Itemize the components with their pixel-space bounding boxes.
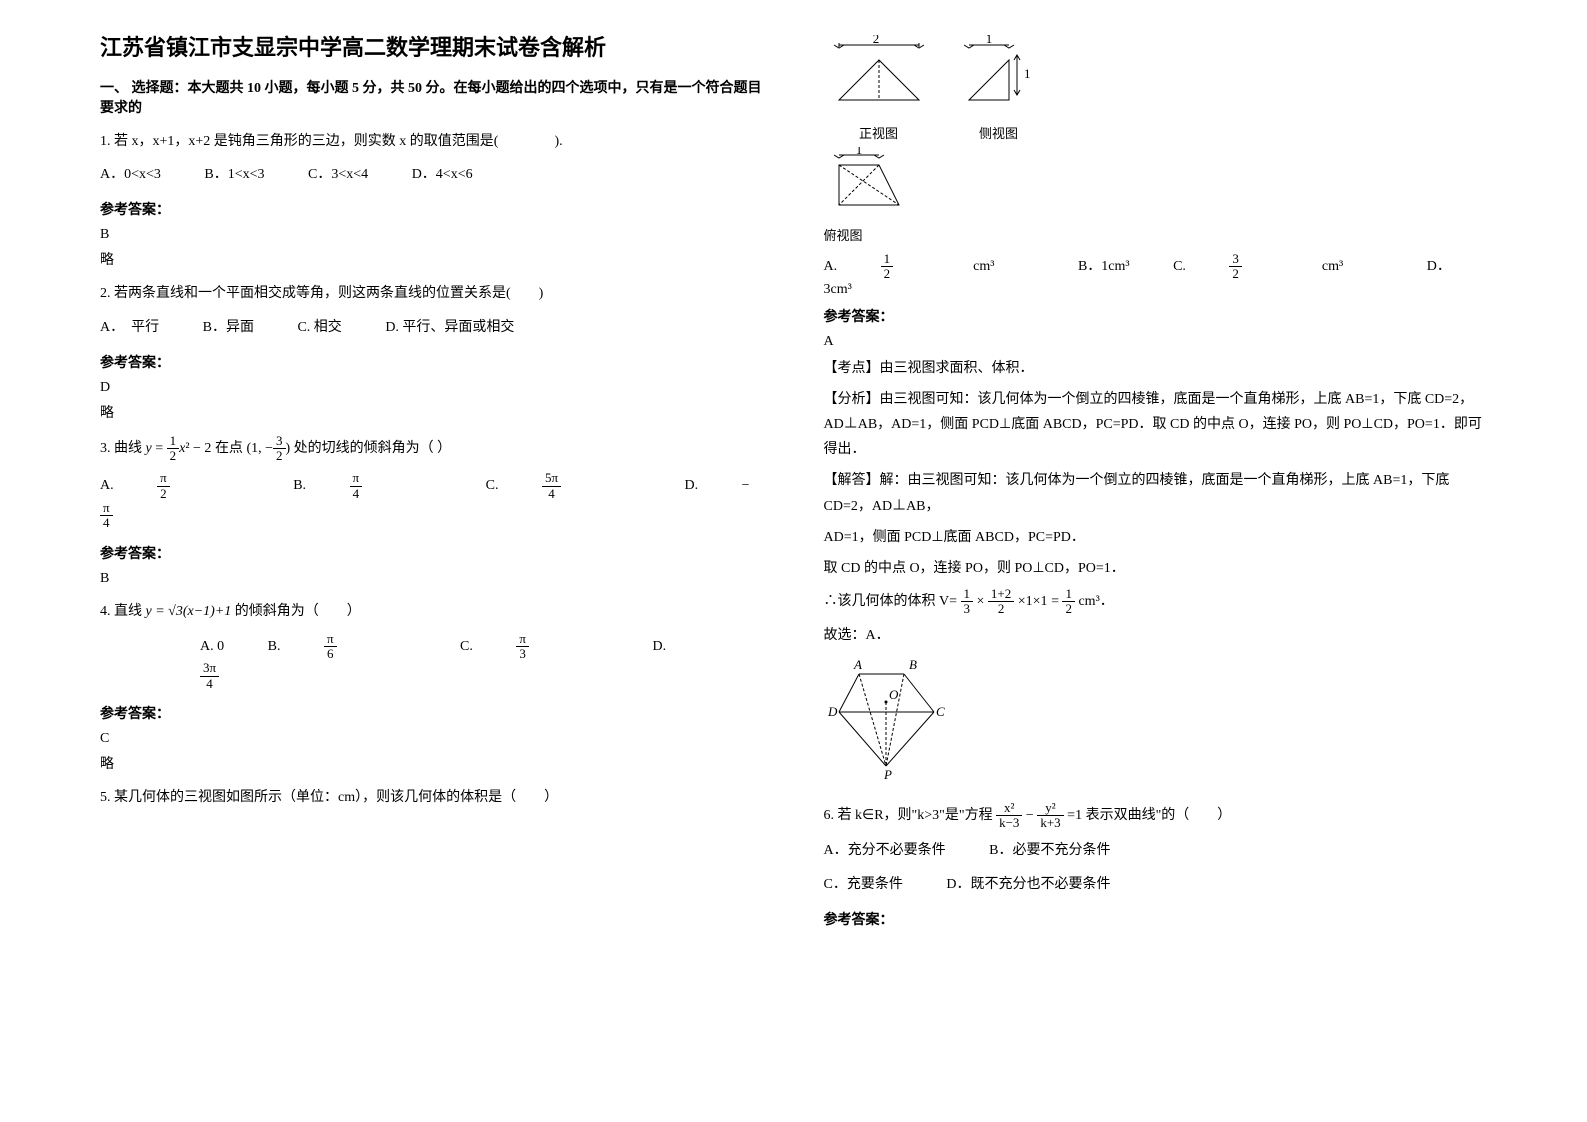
pyramid-diagram: A B C D O P [824, 654, 964, 784]
q4-optC: C. π3 [460, 639, 609, 654]
svg-text:O: O [889, 687, 899, 702]
q5-optC: C. 32cm³ [1173, 259, 1383, 274]
q2-optB: B．异面 [203, 320, 254, 335]
q6-options: A．充分不必要条件 B．必要不充分条件 [824, 838, 1488, 863]
ce-view-svg: 1 1 [954, 35, 1044, 115]
ce-label: 侧视图 [954, 123, 1044, 142]
q3-optA: A. π2 [100, 478, 250, 493]
question-3: 3. 曲线 y = 12x² − 2 在点 (1, −32) 处的切线的倾斜角为… [100, 434, 764, 531]
q5-jieda1: 【解答】解：由三视图可知：该几何体为一个倒立的四棱锥，底面是一个直角梯形，上底 … [824, 468, 1488, 518]
q3-formula-point: (1, −32) [246, 441, 290, 456]
q3-answer-label: 参考答案： [100, 543, 764, 563]
q5-jieda4: ∴该几何体的体积 V= 13 × 1+22 ×1×1 = 12 cm³． [824, 587, 1488, 617]
q2-answer-label: 参考答案： [100, 352, 764, 372]
svg-text:2: 2 [872, 35, 879, 46]
svg-text:1: 1 [1024, 66, 1031, 81]
q2-optA: A． 平行 [100, 320, 159, 335]
svg-text:C: C [936, 704, 945, 719]
q6-options2: C．充要条件 D．既不充分也不必要条件 [824, 872, 1488, 897]
q6-text-b: − [1026, 808, 1037, 823]
question-6: 6. 若 k∈R，则"k>3"是"方程 x²k−3 − y²k+3 =1 表示双… [824, 801, 1488, 897]
right-column: 2 正视图 1 1 侧视图 [824, 30, 1488, 937]
question-1: 1. 若 x，x+1，x+2 是钝角三角形的三边，则实数 x 的取值范围是( )… [100, 129, 764, 187]
fu-label: 俯视图 [824, 225, 1488, 244]
left-column: 江苏省镇江市支显宗中学高二数学理期末试卷含解析 一、 选择题：本大题共 10 小… [100, 30, 764, 937]
q2-answer: D [100, 380, 764, 396]
q4-answer: C [100, 731, 764, 747]
q4-optA: A. 0 [200, 639, 224, 654]
svg-text:1: 1 [855, 147, 862, 157]
q5-jieda5: 故选：A． [824, 623, 1488, 648]
q3-text-b: 在点 [215, 441, 243, 456]
fu-view-svg: 1 [824, 147, 914, 217]
q6-frac2: y²k+3 [1037, 801, 1063, 831]
zheng-view: 2 正视图 [824, 35, 934, 142]
q3-text-a: 3. 曲线 [100, 441, 142, 456]
q5-kaodian: 【考点】由三视图求面积、体积． [824, 356, 1488, 381]
zheng-view-svg: 2 [824, 35, 934, 115]
q3-optB: B. π4 [293, 478, 442, 493]
question-5-text: 5. 某几何体的三视图如图所示（单位：cm），则该几何体的体积是（ ） [100, 785, 764, 810]
q6-answer-label: 参考答案： [824, 909, 1488, 929]
q6-optA: A．充分不必要条件 [824, 843, 946, 858]
q4-text-a: 4. 直线 [100, 604, 142, 619]
q4-formula: y = √3(x−1)+1 [146, 604, 232, 619]
q1-answer: B [100, 227, 764, 243]
q4-answer-label: 参考答案： [100, 703, 764, 723]
q1-optC: C．3<x<4 [308, 167, 368, 182]
q1-text: 1. 若 x，x+1，x+2 是钝角三角形的三边，则实数 x 的取值范围是( )… [100, 129, 764, 154]
svg-text:P: P [883, 767, 892, 782]
q1-options: A．0<x<3 B．1<x<3 C．3<x<4 D．4<x<6 [100, 162, 764, 187]
svg-text:B: B [909, 657, 917, 672]
fu-view: 1 俯视图 [824, 147, 1488, 244]
q1-optA: A．0<x<3 [100, 167, 161, 182]
q3-answer: B [100, 571, 764, 587]
zheng-label: 正视图 [824, 123, 934, 142]
svg-text:1: 1 [985, 35, 992, 46]
q1-slight: 略 [100, 249, 764, 269]
q2-options: A． 平行 B．异面 C. 相交 D. 平行、异面或相交 [100, 315, 764, 340]
section-header: 一、 选择题：本大题共 10 小题，每小题 5 分，共 50 分。在每小题给出的… [100, 77, 764, 117]
q3-options: A. π2 B. π4 C. 5π4 D. −π4 [100, 471, 764, 530]
q2-optC: C. 相交 [297, 320, 341, 335]
q5-optB: B．1cm³ [1078, 259, 1130, 274]
q1-answer-label: 参考答案： [100, 199, 764, 219]
q2-text: 2. 若两条直线和一个平面相交成等角，则这两条直线的位置关系是( ) [100, 281, 764, 306]
svg-text:D: D [827, 704, 838, 719]
question-4: 4. 直线 y = √3(x−1)+1 的倾斜角为（ ） A. 0 B. π6 … [100, 599, 764, 691]
q5-optA: A. 12cm³ [824, 259, 1035, 274]
q5-fenxi: 【分析】由三视图可知：该几何体为一个倒立的四棱锥，底面是一个直角梯形，上底 AB… [824, 387, 1488, 463]
q6-optB: B．必要不充分条件 [989, 843, 1110, 858]
q3-optC: C. 5π4 [486, 478, 641, 493]
ce-view: 1 1 侧视图 [954, 35, 1044, 142]
question-2: 2. 若两条直线和一个平面相交成等角，则这两条直线的位置关系是( ) A． 平行… [100, 281, 764, 339]
q5-answer: A [824, 334, 1488, 350]
q6-frac1: x²k−3 [996, 801, 1022, 831]
q3-formula-curve: y = 12x² − 2 [146, 441, 212, 456]
q4-text-c: 的倾斜角为（ ） [235, 604, 361, 619]
q6-text-c: =1 表示双曲线"的（ ） [1067, 808, 1231, 823]
q1-optB: B．1<x<3 [204, 167, 264, 182]
q5-top-diagrams: 2 正视图 1 1 侧视图 [824, 35, 1488, 142]
q2-optD: D. 平行、异面或相交 [385, 320, 514, 335]
q5-options: A. 12cm³ B．1cm³ C. 32cm³ D．3cm³ [824, 252, 1488, 298]
svg-text:A: A [853, 657, 862, 672]
page-title: 江苏省镇江市支显宗中学高二数学理期末试卷含解析 [100, 30, 764, 62]
q1-optD: D．4<x<6 [412, 167, 473, 182]
q2-slight: 略 [100, 402, 764, 422]
q4-options: A. 0 B. π6 C. π3 D. 3π4 [100, 632, 764, 691]
q5-answer-label: 参考答案： [824, 306, 1488, 326]
q3-text-c: 处的切线的倾斜角为（ ） [294, 441, 452, 456]
q4-optB: B. π6 [268, 639, 417, 654]
q5-jieda3: 取 CD 的中点 O，连接 PO，则 PO⊥CD，PO=1． [824, 556, 1488, 581]
q6-optD: D．既不充分也不必要条件 [946, 877, 1110, 892]
q5-jieda2: AD=1，侧面 PCD⊥底面 ABCD，PC=PD． [824, 525, 1488, 550]
q4-slight: 略 [100, 753, 764, 773]
q6-optC: C．充要条件 [824, 877, 903, 892]
q6-text-a: 6. 若 k∈R，则"k>3"是"方程 [824, 808, 993, 823]
